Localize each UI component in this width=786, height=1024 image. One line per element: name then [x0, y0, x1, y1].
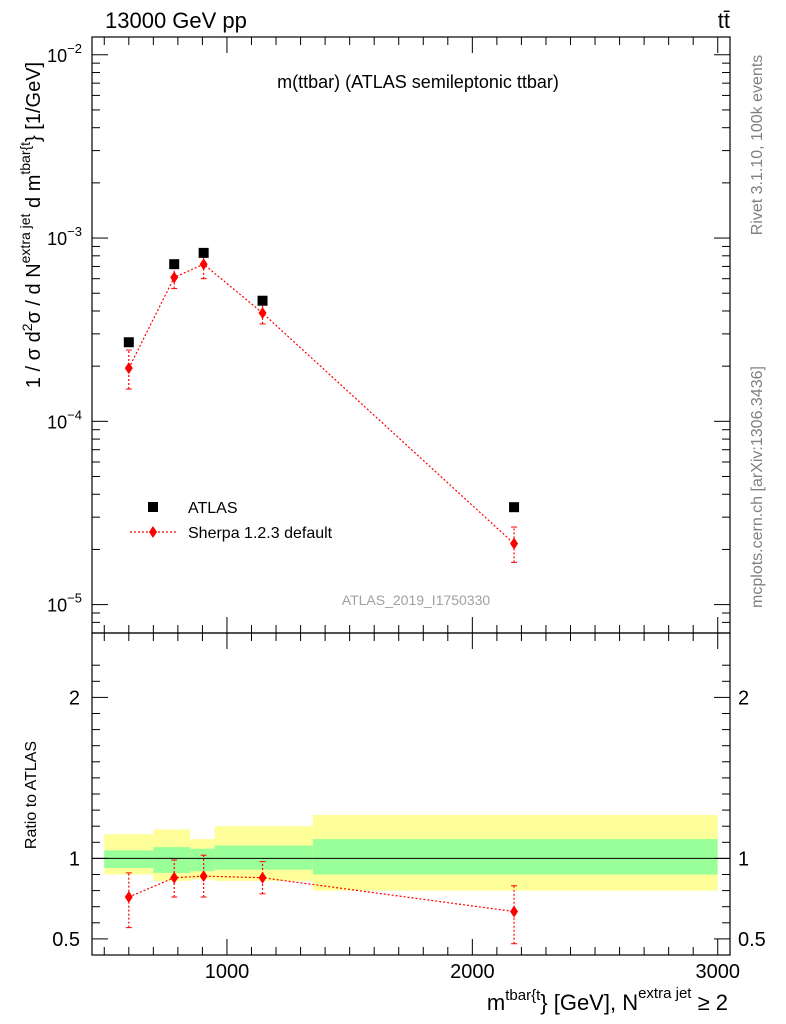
main-y-tick-label: 10−3	[47, 224, 82, 249]
legend: ATLAS Sherpa 1.2.3 default	[130, 500, 333, 542]
ratio-y-tick-label-right: 1	[738, 848, 749, 870]
ratio-sherpa-point	[510, 905, 519, 918]
ratio-uncertainty-bands	[104, 814, 718, 891]
ratio-panel: 0.5 0.5 1 1 2 2 1000 2000 3000 Ratio to ATLAS m…	[23, 632, 766, 1015]
atlas-point	[509, 502, 520, 513]
ratio-frame	[91, 632, 731, 956]
chart-title: m(ttbar) (ATLAS semileptonic ttbar)	[277, 72, 559, 92]
energy-label: 13000 GeV pp	[105, 8, 247, 33]
main-y-tick-label: 10−4	[47, 407, 82, 432]
ratio-x-tick-label: 3000	[695, 961, 740, 983]
ratio-y-axis-label: Ratio to ATLAS	[23, 741, 40, 849]
main-axis-ticks	[92, 37, 730, 634]
ratio-inner-band	[104, 850, 154, 869]
main-y-tick-labels: 10−5 10−4 10−3 10−2	[47, 41, 82, 616]
sherpa-point	[199, 258, 208, 271]
legend-atlas-label: ATLAS	[188, 500, 238, 517]
analysis-label: ATLAS_2019_I1750330	[342, 592, 491, 608]
atlas-point	[123, 337, 134, 348]
sherpa-point	[124, 362, 133, 375]
ratio-y-tick-label: 1	[69, 848, 80, 870]
ratio-inner-band	[312, 839, 718, 875]
atlas-point	[198, 247, 209, 258]
ratio-y-tick-label-right: 0.5	[738, 929, 766, 951]
ratio-inner-band	[190, 848, 215, 872]
ratio-sherpa-point	[258, 871, 267, 884]
ratio-x-tick-labels: 1000 2000 3000	[205, 961, 740, 983]
legend-sherpa-marker	[149, 526, 157, 538]
legend-sherpa-label: Sherpa 1.2.3 default	[188, 525, 333, 542]
sherpa-line	[128, 263, 515, 545]
ratio-y-tick-label: 0.5	[52, 929, 80, 951]
main-y-tick-label: 10−2	[47, 41, 82, 66]
ratio-y-tick-labels: 0.5 0.5 1 1 2 2	[52, 687, 766, 951]
rivet-version-label: Rivet 3.1.10, 100k events	[749, 55, 766, 236]
ratio-sherpa-line	[128, 875, 515, 913]
atlas-point	[257, 295, 268, 306]
ratio-y-tick-label: 2	[69, 687, 80, 709]
main-frame	[91, 36, 731, 634]
ratio-inner-band	[214, 845, 313, 870]
atlas-point	[169, 259, 180, 270]
ratio-sherpa-point	[199, 870, 208, 883]
sherpa-point	[258, 306, 267, 319]
ratio-axis-ticks	[92, 633, 730, 955]
mcplots-label: mcplots.cern.ch [arXiv:1306.3436]	[749, 366, 766, 608]
ratio-sherpa-point	[170, 871, 179, 884]
main-panel: 10−5 10−4 10−3 10−2 m(ttbar) (ATLAS semilep…	[17, 36, 731, 634]
ratio-data-layer	[124, 854, 519, 945]
ratio-sherpa-point	[124, 891, 133, 904]
ratio-x-tick-label: 2000	[450, 961, 495, 983]
ratio-y-tick-label-right: 2	[738, 687, 749, 709]
x-axis-label: mtbar{t} [GeV], Nextra jet ≥ 2	[487, 985, 728, 1015]
main-y-axis-label: 1 / σ d2σ / d Nextra jet d mtbar{t} [1/G…	[17, 62, 45, 388]
ratio-x-tick-label: 1000	[205, 961, 250, 983]
sherpa-point	[170, 271, 179, 284]
sherpa-point	[510, 537, 519, 550]
process-label: tt̄	[718, 8, 730, 33]
main-data-layer	[123, 247, 520, 563]
main-y-tick-label: 10−5	[47, 591, 82, 616]
legend-atlas-marker	[148, 502, 158, 512]
